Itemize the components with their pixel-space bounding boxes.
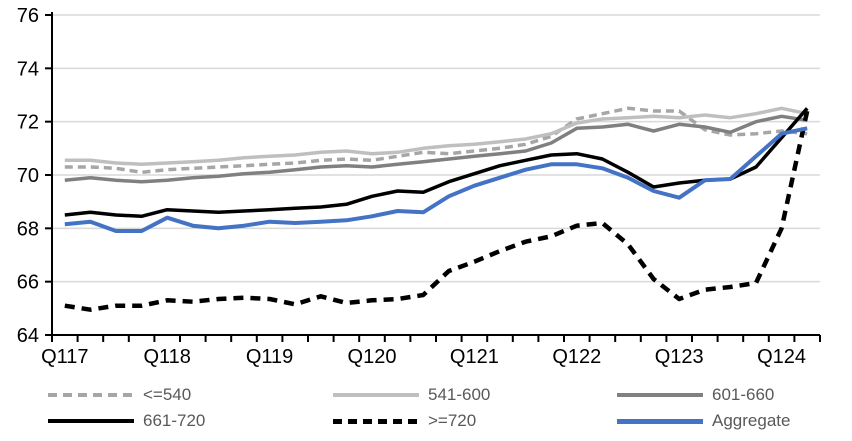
series-line-540 [64, 106, 808, 175]
legend-line-sample [48, 419, 134, 423]
series-line-601660 [64, 114, 808, 184]
legend-label: >=720 [428, 411, 477, 430]
x-tick-label: Q120 [348, 346, 397, 368]
legend-item: 601-660 [617, 384, 774, 406]
legend-line-sample [333, 418, 419, 424]
x-tick-label: Q123 [655, 346, 704, 368]
legend-label: 661-720 [143, 411, 206, 430]
y-tick-label: 74 [17, 58, 39, 80]
y-tick-label: 68 [17, 218, 39, 240]
plot-area: 64 66 68 70 72 74 76 Q117 Q118 Q119 Q120 Q121 Q122 Q1… [17, 5, 821, 368]
legend-line-sample [48, 393, 134, 397]
y-tick-label: 72 [17, 112, 39, 134]
x-tick-label: Q119 [246, 346, 293, 368]
series-line-661720 [64, 107, 809, 219]
legend-line-sample [617, 393, 703, 397]
x-tick-label: Q117 [41, 346, 88, 368]
legend-line-sample [333, 393, 419, 397]
chart-legend: <=540 541-600 601-660 661-720 >=720 Aggr… [0, 376, 852, 436]
y-tick-label: 64 [17, 325, 39, 347]
x-tick-label: Q124 [757, 346, 806, 368]
series-line-541600 [64, 106, 808, 167]
y-tick-label: 70 [17, 165, 39, 187]
x-tick-label: Q121 [450, 346, 499, 368]
y-tick-label: 76 [17, 5, 39, 27]
series-line-720 [64, 110, 810, 312]
legend-item: Aggregate [617, 410, 790, 432]
legend-item: 661-720 [48, 410, 205, 432]
legend-label: Aggregate [712, 411, 791, 430]
x-tick-label: Q122 [552, 346, 601, 368]
x-tick-label: Q118 [143, 346, 190, 368]
series-line-Aggregate [64, 126, 808, 233]
legend-label: <=540 [143, 385, 192, 404]
legend-label: 541-600 [428, 385, 491, 404]
legend-line-sample [617, 418, 703, 424]
legend-item: <=540 [48, 384, 191, 406]
legend-label: 601-660 [712, 385, 775, 404]
y-tick-label: 66 [17, 272, 39, 294]
legend-item: 541-600 [333, 384, 490, 406]
legend-item: >=720 [333, 410, 476, 432]
